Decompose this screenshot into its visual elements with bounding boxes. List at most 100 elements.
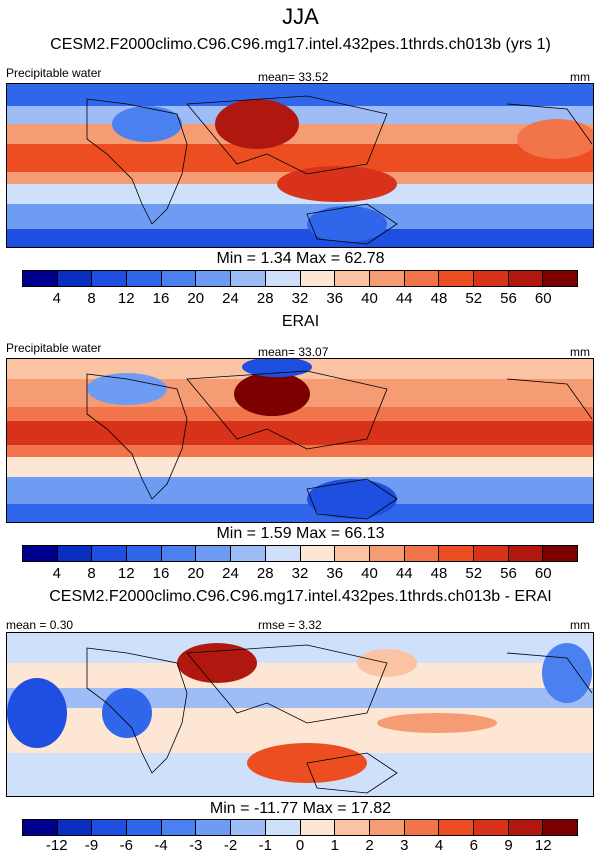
colorbar-cell	[369, 820, 405, 835]
tick-label: 1	[330, 837, 339, 854]
colorbar-cell	[92, 546, 128, 561]
tick-label: 40	[361, 290, 378, 307]
tick-label: 36	[326, 565, 344, 582]
colorbar-cell	[335, 546, 370, 561]
tick-label: 28	[256, 290, 274, 307]
panel-3-colorbar-ticks: -12 -9 -6 -4 -3 -2 -1 0 1 2 3 4 6 9 12	[22, 837, 578, 855]
panel-3-colorbar	[22, 819, 578, 836]
colorbar-cell	[369, 546, 405, 561]
tick-label: 20	[187, 290, 205, 307]
panel-1-colorbar	[22, 270, 578, 287]
colorbar-cell	[127, 820, 162, 835]
colorbar-cell	[508, 820, 544, 835]
panel-2-heading: ERAI	[281, 313, 320, 330]
tick-label: 56	[500, 290, 517, 307]
colorbar-cell	[369, 271, 405, 286]
colorbar-cell	[23, 271, 58, 286]
tick-label: -12	[45, 837, 68, 854]
tick-label: 0	[295, 837, 305, 854]
colorbar-cell	[335, 271, 370, 286]
tick-label: -3	[189, 837, 203, 854]
tick-label: 4	[434, 837, 444, 854]
tick-label: 28	[256, 565, 274, 582]
colorbar-cell	[23, 546, 58, 561]
panel-1-map	[6, 83, 594, 248]
colorbar-cell	[161, 820, 197, 835]
tick-label: 44	[395, 565, 413, 582]
tick-label: -6	[119, 837, 133, 854]
panel-1-map-graphic	[7, 84, 593, 247]
colorbar-cell	[543, 546, 577, 561]
colorbar-cell	[265, 546, 301, 561]
panel-2-mean-label: mean= 33.07	[258, 345, 329, 359]
panel-1-minmax: Min = 1.34 Max = 62.78	[216, 250, 385, 267]
panel-3-units: mm	[570, 618, 590, 632]
tick-label: 9	[504, 837, 513, 854]
tick-label: 52	[465, 565, 483, 582]
colorbar-cell	[231, 271, 266, 286]
colorbar-cell	[335, 820, 370, 835]
panel-3-mean-label: mean = 0.30	[6, 618, 74, 632]
colorbar-cell	[508, 271, 544, 286]
colorbar-cell	[300, 271, 336, 286]
tick-label: 12	[534, 837, 552, 854]
colorbar-cell	[127, 271, 162, 286]
tick-label: 60	[534, 565, 552, 582]
tick-label: 6	[469, 837, 478, 854]
colorbar-cell	[404, 271, 440, 286]
tick-label: -1	[258, 837, 272, 854]
tick-label: 16	[152, 290, 170, 307]
tick-label: 52	[465, 290, 483, 307]
tick-label: 48	[430, 565, 448, 582]
tick-label: 36	[326, 290, 344, 307]
panel-3-heading: CESM2.F2000climo.C96.C96.mg17.intel.432p…	[49, 588, 552, 605]
panel-3-map	[6, 632, 594, 797]
tick-label: 32	[291, 565, 309, 582]
tick-label: 32	[291, 290, 309, 307]
tick-label: 56	[500, 565, 517, 582]
tick-label: 24	[222, 565, 239, 582]
colorbar-cell	[473, 271, 509, 286]
tick-label: -2	[223, 837, 238, 854]
tick-label: 20	[187, 565, 205, 582]
colorbar-cell	[127, 546, 162, 561]
panel-2-colorbar-ticks: 4 8 12 16 20 24 28 32 36 40 44 48 52 56 …	[22, 565, 578, 583]
colorbar-cell	[231, 820, 266, 835]
panel-2-variable-label: Precipitable water	[6, 341, 102, 355]
panel-2-units: mm	[570, 345, 590, 359]
panel-1-units: mm	[570, 70, 590, 84]
tick-label: 8	[87, 290, 96, 307]
tick-label: 44	[395, 290, 413, 307]
colorbar-cell	[439, 546, 474, 561]
colorbar-cell	[92, 271, 128, 286]
panel-2-minmax: Min = 1.59 Max = 66.13	[216, 525, 385, 542]
colorbar-cell	[92, 820, 128, 835]
colorbar-cell	[508, 546, 544, 561]
colorbar-cell	[404, 546, 440, 561]
colorbar-cell	[196, 546, 232, 561]
tick-label: 3	[400, 837, 409, 854]
tick-label: 4	[52, 565, 61, 582]
panel-2-map	[6, 358, 594, 523]
tick-label: 48	[430, 290, 448, 307]
colorbar-cell	[439, 820, 474, 835]
tick-label: 4	[52, 290, 61, 307]
panel-1-colorbar-ticks: 4 8 12 16 20 24 28 32 36 40 44 48 52 56 …	[22, 290, 578, 308]
colorbar-cell	[300, 546, 336, 561]
tick-label: 12	[117, 290, 135, 307]
colorbar-cell	[161, 546, 197, 561]
panel-1-heading: CESM2.F2000climo.C96.C96.mg17.intel.432p…	[50, 36, 551, 53]
colorbar-cell	[543, 820, 577, 835]
tick-label: 40	[361, 565, 378, 582]
colorbar-cell	[543, 271, 577, 286]
colorbar-cell	[231, 546, 266, 561]
colorbar-cell	[57, 271, 93, 286]
panel-3-map-graphic	[7, 633, 593, 796]
panel-3-minmax: Min = -11.77 Max = 17.82	[209, 800, 392, 817]
colorbar-cell	[161, 271, 197, 286]
colorbar-cell	[300, 820, 336, 835]
panel-3-rmse-label: rmse = 3.32	[258, 618, 322, 632]
colorbar-cell	[57, 820, 93, 835]
tick-label: 2	[365, 837, 374, 854]
panel-1-mean-label: mean= 33.52	[258, 70, 329, 84]
